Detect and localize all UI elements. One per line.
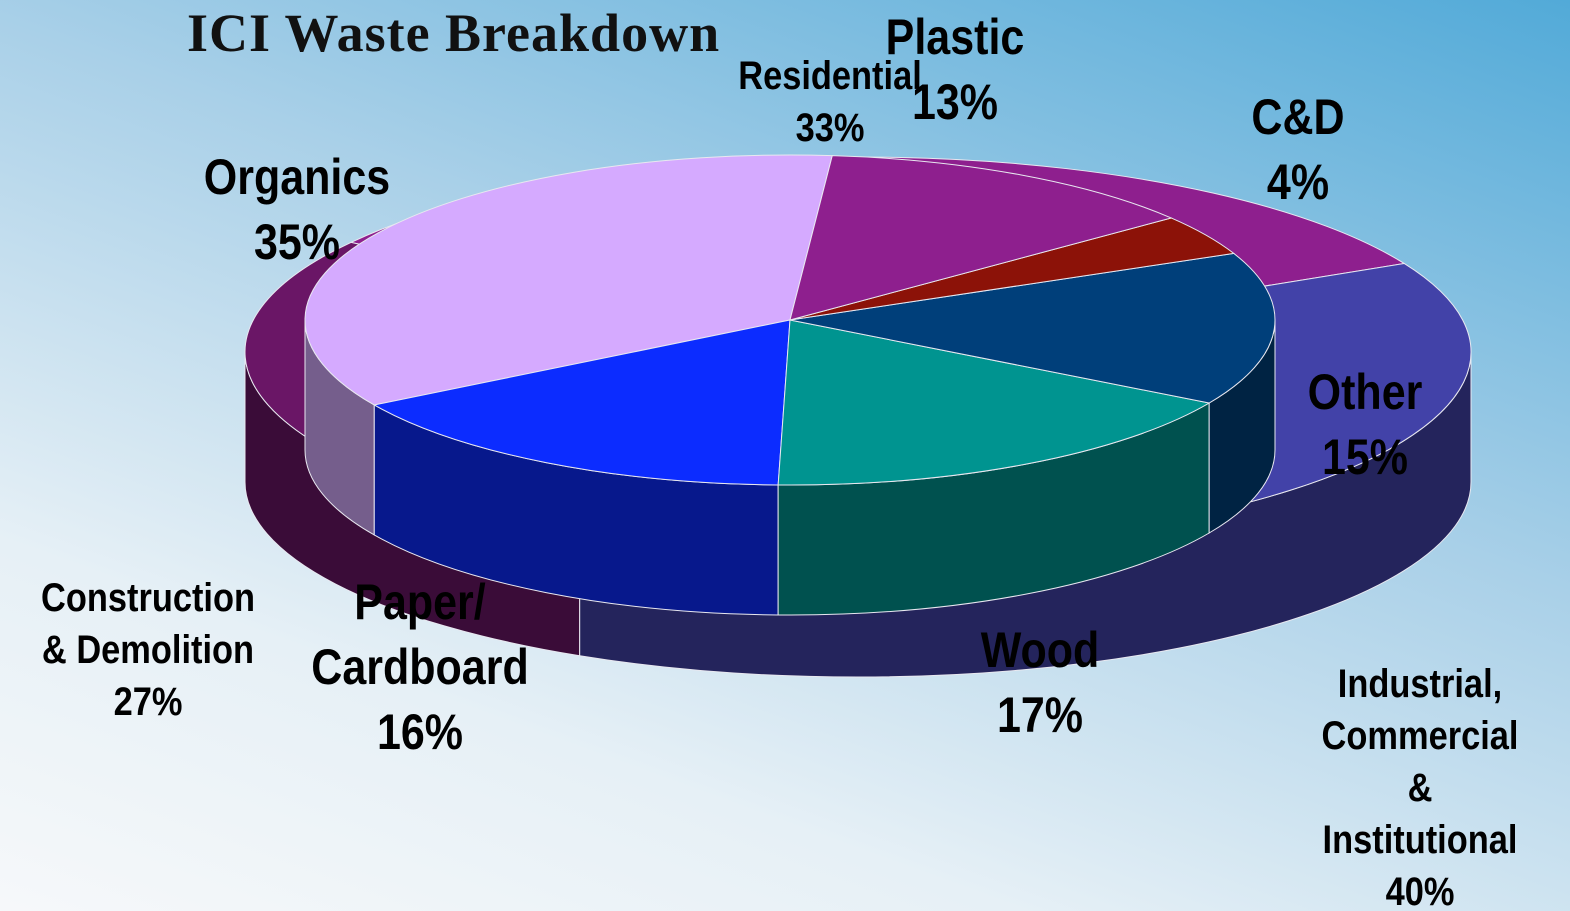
category-label: Wood — [980, 622, 1100, 678]
slice-label: Construction & Demolition 27% — [41, 572, 255, 728]
value-label: 16% — [376, 704, 464, 760]
slice-label: Organics 35% — [204, 145, 390, 275]
slice-label: Wood 17% — [981, 618, 1100, 748]
category-label: Residential — [738, 54, 922, 98]
category-label: C&D — [1251, 89, 1345, 145]
category-label: Organics — [203, 149, 391, 205]
slice-label: C&D 4% — [1251, 85, 1344, 215]
pie-slice — [372, 319, 791, 486]
pie-slice — [789, 252, 1276, 404]
value-label: 15% — [1321, 429, 1409, 485]
slice-label: Plastic 13% — [886, 5, 1025, 135]
value-label: 40% — [1385, 870, 1455, 911]
slice-label: Residential 33% — [738, 50, 922, 154]
category-label: Industrial, Commercial & Institutional — [1321, 662, 1519, 862]
value-label: 35% — [253, 214, 341, 270]
slice-label: Industrial, Commercial & Institutional 40… — [1322, 658, 1519, 911]
pie-slice — [304, 154, 833, 406]
category-label: Other — [1307, 364, 1423, 420]
category-label: Paper/ Cardboard — [311, 574, 529, 695]
pie-slice — [777, 319, 1211, 486]
value-label: 17% — [996, 687, 1084, 743]
value-label: 4% — [1266, 154, 1330, 210]
value-label: 27% — [113, 680, 183, 724]
pie-slice — [789, 155, 1173, 321]
slice-label: Paper/ Cardboard 16% — [311, 570, 528, 765]
pie-1 — [304, 154, 1276, 616]
slice-label: Other 15% — [1308, 360, 1423, 490]
category-label: Plastic — [885, 9, 1025, 65]
value-label: 33% — [795, 106, 865, 150]
chart-title: ICI Waste Breakdown — [187, 3, 721, 63]
category-label: Construction & Demolition — [40, 576, 256, 672]
value-label: 13% — [911, 74, 999, 130]
